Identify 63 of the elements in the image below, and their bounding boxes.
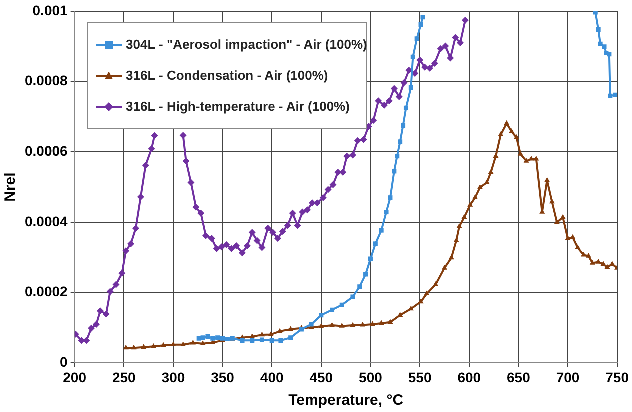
point	[309, 322, 314, 327]
point	[340, 302, 344, 308]
point	[608, 94, 613, 98]
legend-label: 304L - "Aerosol impaction" - Air (100%)	[126, 37, 368, 52]
y-tick-label: 0.0004	[24, 213, 68, 230]
point	[602, 44, 607, 50]
point	[260, 338, 264, 342]
point	[420, 15, 426, 20]
x-tick-label: 650	[507, 369, 531, 386]
point	[368, 256, 373, 262]
point	[250, 338, 255, 343]
x-tick-label: 450	[310, 369, 334, 386]
point	[398, 140, 403, 144]
point	[270, 338, 274, 343]
x-tick-label: 200	[63, 369, 87, 386]
point	[593, 11, 598, 15]
point	[373, 242, 378, 246]
x-tick-label: 700	[556, 369, 580, 386]
point	[225, 337, 230, 342]
x-tick-label: 250	[112, 369, 136, 386]
y-tick-label: 0.001	[32, 2, 68, 18]
point	[216, 336, 220, 340]
x-tick-label: 400	[260, 369, 284, 386]
x-axis-title: Temperature, °C	[288, 392, 404, 410]
legend-label: 316L - Condensation - Air (100%)	[126, 68, 328, 83]
x-tick-label: 350	[211, 369, 235, 386]
x-tick-label: 500	[359, 369, 383, 386]
point	[388, 196, 393, 200]
point	[414, 36, 420, 42]
point	[395, 154, 400, 159]
point	[410, 54, 416, 60]
y-axis-title: Nrel	[2, 172, 20, 202]
point	[319, 313, 324, 318]
point	[596, 27, 601, 32]
point	[200, 336, 206, 340]
point	[358, 284, 362, 290]
y-tick-label: 0.0008	[24, 72, 68, 89]
point	[401, 123, 406, 128]
point	[210, 336, 216, 341]
x-tick-label: 750	[606, 369, 630, 386]
y-tick-label: 0.0006	[24, 142, 68, 159]
point	[364, 272, 368, 277]
y-tick-label: 0.0002	[24, 284, 68, 300]
point	[196, 336, 202, 341]
point	[404, 106, 408, 110]
point	[206, 334, 210, 340]
point	[607, 52, 612, 57]
point	[278, 338, 284, 343]
legend-label: 316L - High-temperature - Air (100%)	[126, 99, 350, 114]
point	[288, 336, 294, 340]
x-tick-label: 600	[458, 369, 482, 386]
point	[418, 22, 424, 28]
point	[350, 294, 356, 300]
point	[379, 228, 384, 233]
y-tick-label: 0	[60, 354, 68, 370]
point	[384, 210, 389, 215]
x-tick-label: 300	[162, 369, 186, 386]
point	[240, 338, 245, 343]
x-tick-label: 550	[408, 369, 432, 386]
point	[408, 85, 414, 90]
point	[613, 92, 618, 98]
point	[392, 169, 397, 174]
point	[330, 308, 335, 312]
